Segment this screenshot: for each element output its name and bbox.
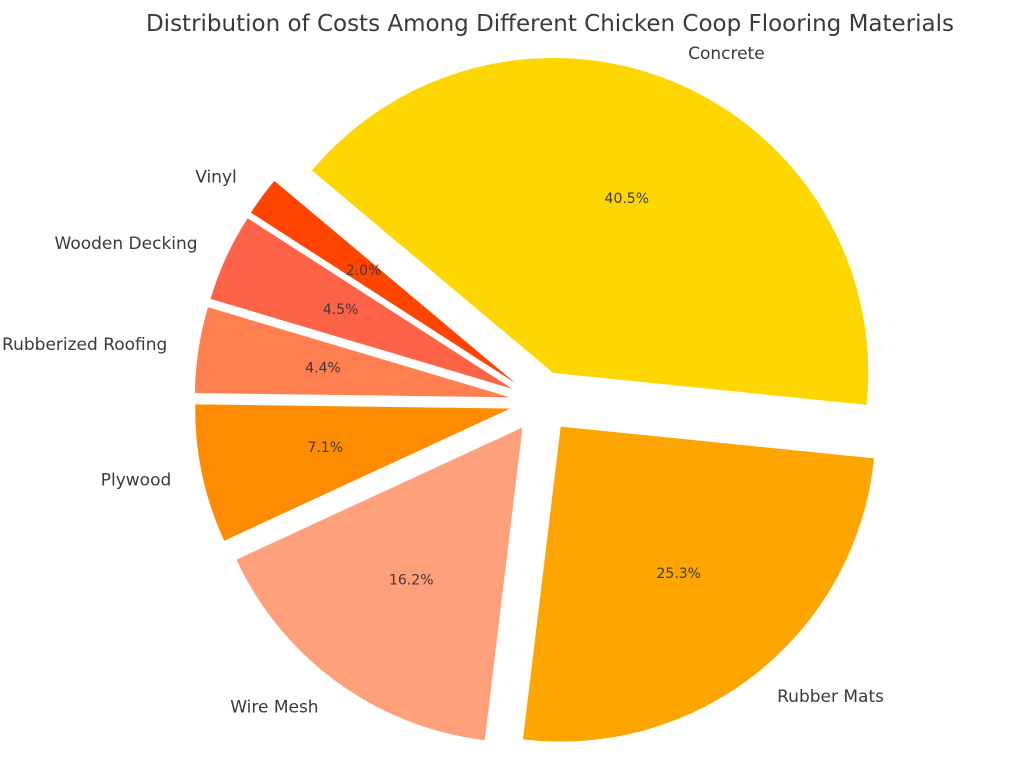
slice-label-rubberized-roofing: Rubberized Roofing [2, 335, 167, 355]
pct-label-wire-mesh: 16.2% [389, 572, 433, 588]
pct-label-rubber-mats: 25.3% [657, 566, 701, 582]
slice-label-concrete: Concrete [688, 44, 765, 64]
pie-slices [194, 57, 875, 742]
slice-label-wooden-decking: Wooden Decking [55, 234, 198, 254]
pie-slice-vinyl [250, 180, 516, 384]
pie-slice-plywood [195, 404, 511, 541]
pie-slice-concrete [311, 57, 869, 405]
pct-label-concrete: 40.5% [605, 191, 649, 207]
pie-slice-wire-mesh [236, 427, 523, 741]
slice-label-vinyl: Vinyl [195, 168, 237, 188]
pie-labels: 40.5% Concrete 25.3% Rubber Mats 16.2% Wire M… [2, 44, 884, 718]
pct-label-rubberized-roofing: 4.4% [305, 361, 341, 377]
chart-title: Distribution of Costs Among Different Ch… [146, 11, 954, 37]
slice-label-wire-mesh: Wire Mesh [230, 698, 318, 718]
slice-label-rubber-mats: Rubber Mats [777, 687, 884, 707]
pct-label-plywood: 7.1% [308, 440, 344, 456]
pct-label-wooden-decking: 4.5% [323, 302, 359, 318]
pct-label-vinyl: 2.0% [346, 263, 382, 279]
pie-slice-rubberized-roofing [194, 307, 510, 398]
pie-slice-rubber-mats [522, 426, 875, 742]
pie-slice-wooden-decking [210, 218, 513, 389]
slice-label-plywood: Plywood [101, 471, 172, 491]
